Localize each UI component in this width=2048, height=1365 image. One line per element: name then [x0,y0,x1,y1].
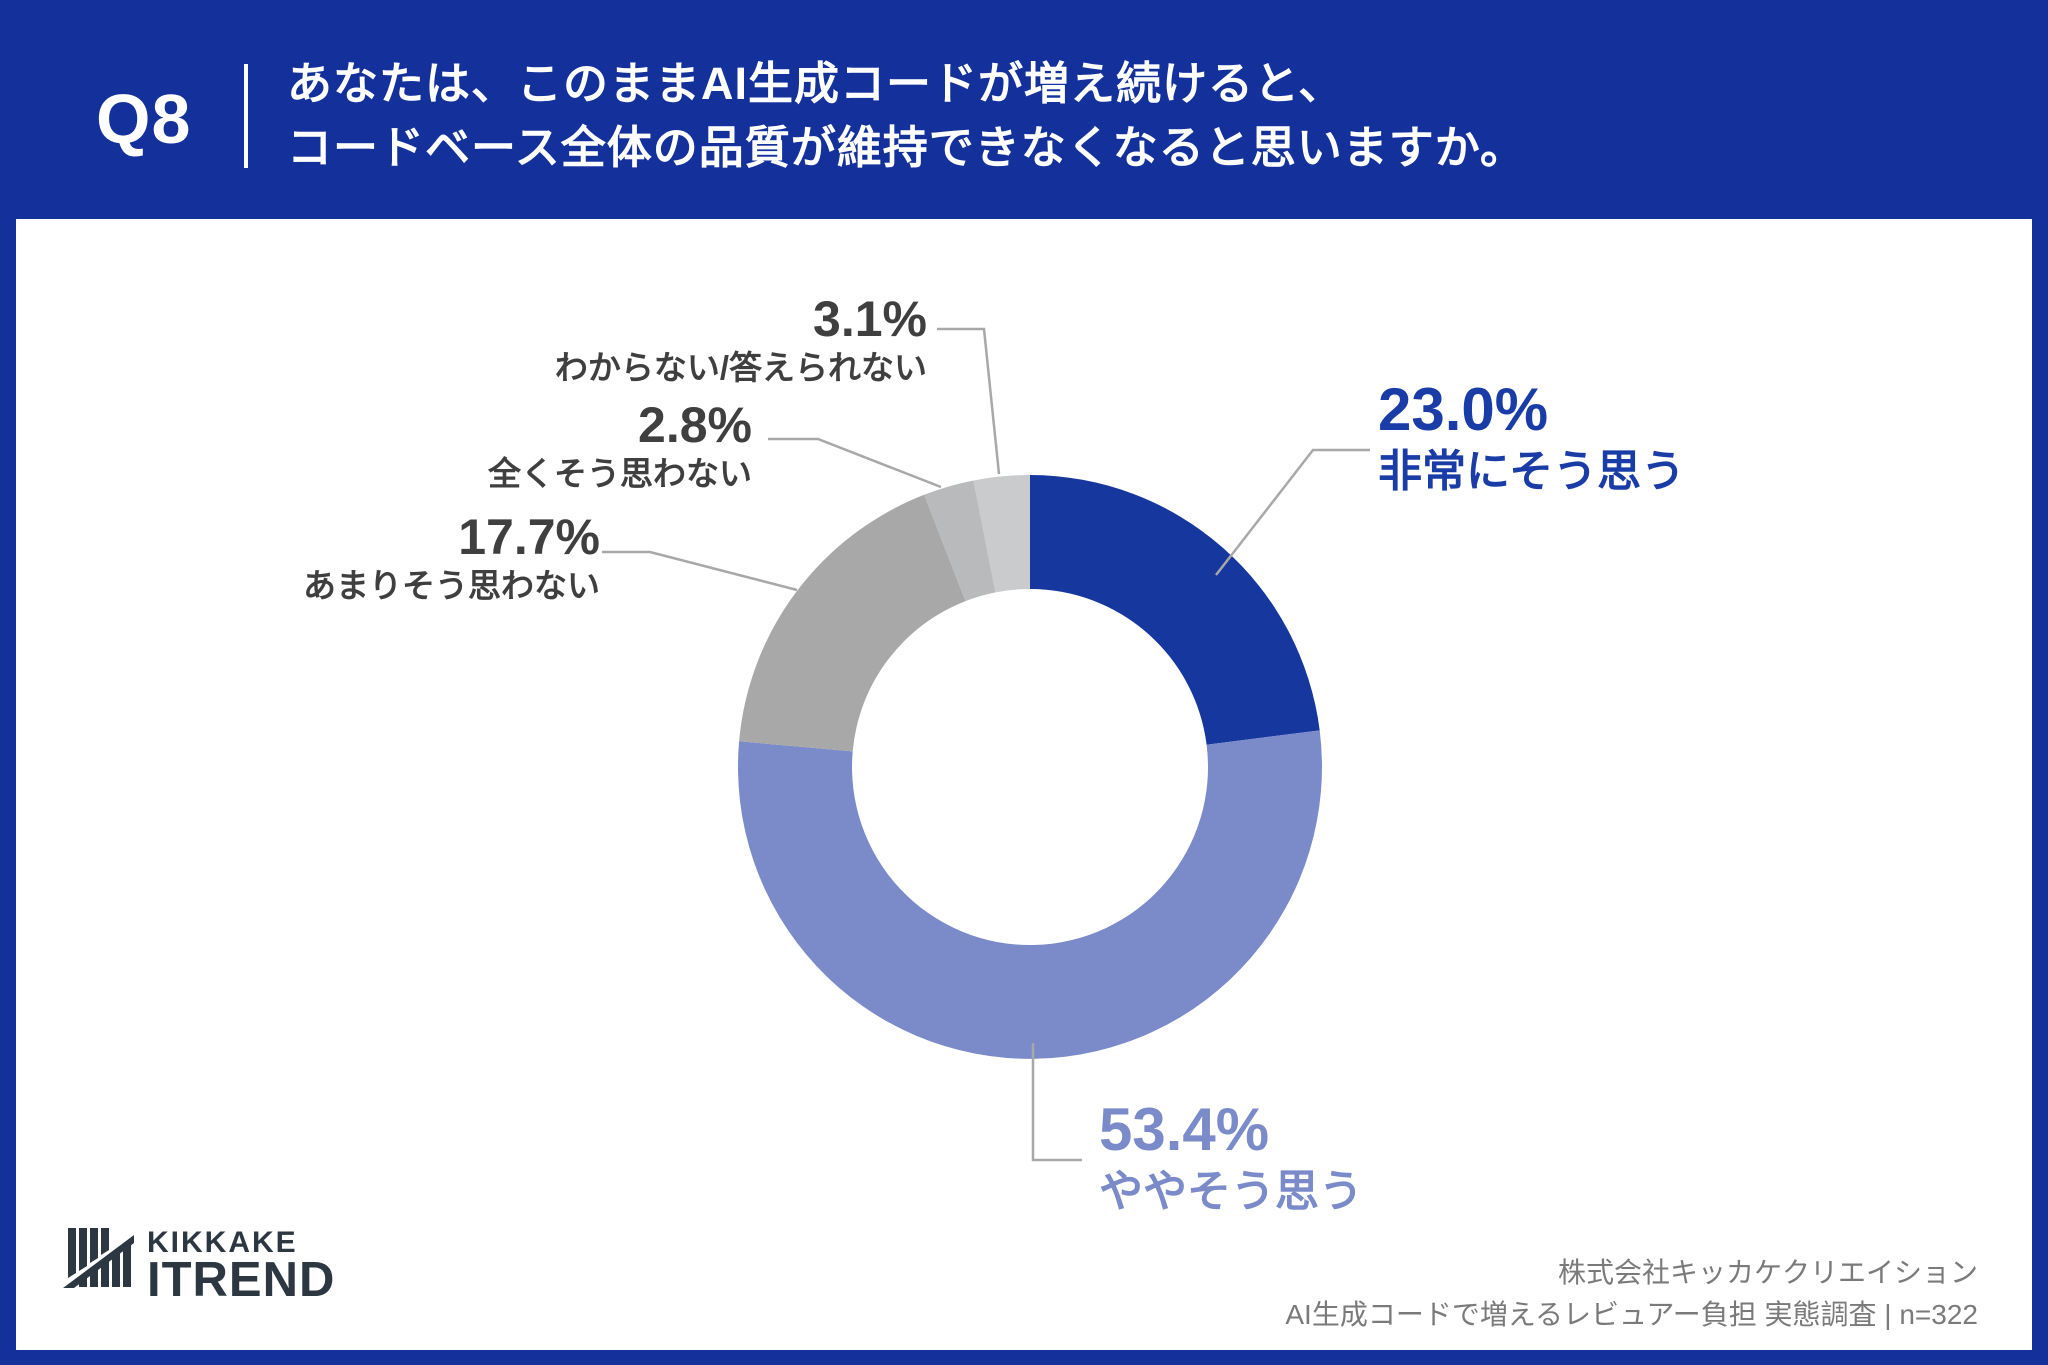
callout-strongly-agree-pct: 23.0% [1378,376,1549,443]
callout-strongly-disagree-pct: 2.8% [638,397,752,453]
kikkake-itrend-logo: KIKKAKE ITREND [60,1228,335,1305]
logo-bars-icon [63,1228,134,1288]
footer-credit: 株式会社キッカケクリエイション AI生成コードで増えるレビュアー負担 実態調査 … [1285,1252,1978,1336]
callout-strongly-disagree-label: 全くそう思わない [488,455,752,492]
callout-somewhat-disagree-pct: 17.7% [458,509,600,565]
callout-somewhat-agree: 53.4% ややそう思う [1099,1100,1363,1216]
question-title: あなたは、このままAI生成コードが増え続けると、 コードベース全体の品質が維持で… [287,52,1526,180]
logo-line2: ITREND [147,1253,336,1307]
question-number-badge: Q8 [96,80,192,158]
callout-somewhat-agree-label: ややそう思う [1099,1167,1363,1216]
callout-strongly-disagree: 2.8% 全くそう思わない [488,400,752,492]
callout-somewhat-disagree-label: あまりそう思わない [303,567,600,604]
footer-company: 株式会社キッカケクリエイション [1557,1257,1978,1288]
question-title-line2: コードベース全体の品質が維持できなくなると思いますか。 [287,122,1526,173]
header: Q8 あなたは、このままAI生成コードが増え続けると、 コードベース全体の品質が… [0,0,2048,219]
callout-somewhat-disagree: 17.7% あまりそう思わない [303,512,600,604]
logo-text: KIKKAKE ITREND [147,1228,335,1305]
header-separator [244,64,248,168]
content-card [16,219,2032,1350]
callout-dont-know-pct: 3.1% [813,291,927,347]
footer-survey: AI生成コードで増えるレビュアー負担 実態調査 | n=322 [1285,1299,1978,1330]
callout-dont-know-label: わからない/答えられない [554,349,927,386]
callout-strongly-agree: 23.0% 非常にそう思う [1378,380,1685,496]
callout-somewhat-agree-pct: 53.4% [1099,1096,1270,1163]
callout-strongly-agree-label: 非常にそう思う [1378,447,1686,496]
logo-line1: KIKKAKE [147,1226,298,1259]
question-title-line1: あなたは、このままAI生成コードが増え続けると、 [287,58,1345,109]
callout-dont-know: 3.1% わからない/答えられない [555,294,927,386]
